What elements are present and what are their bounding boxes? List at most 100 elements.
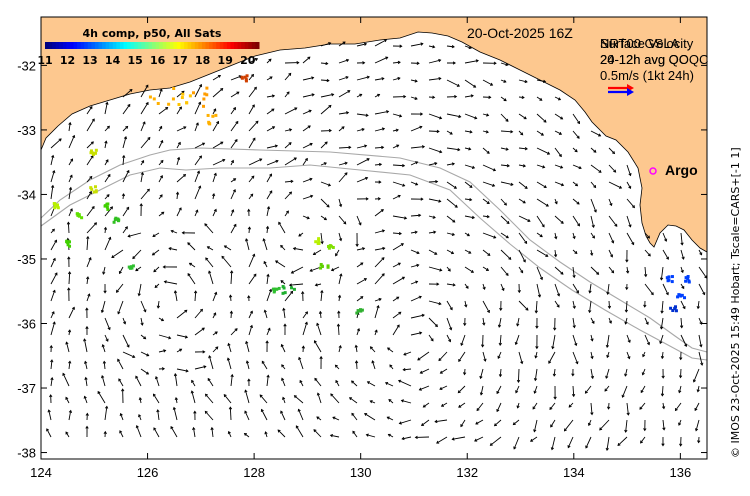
velocity-arrowhead [168, 247, 172, 251]
velocity-arrow [104, 125, 110, 132]
velocity-arrow [428, 198, 441, 202]
velocity-arrowhead [523, 116, 527, 120]
velocity-arrowhead [692, 379, 696, 383]
velocity-arrow [410, 296, 422, 302]
velocity-arrow [606, 334, 610, 348]
velocity-arrowhead [46, 428, 50, 432]
colorbar-segment [134, 42, 139, 49]
velocity-arrow [263, 238, 268, 251]
velocity-arrowhead [290, 179, 294, 184]
colorbar-segment [155, 42, 160, 49]
velocity-arrowhead [469, 130, 473, 134]
velocity-arrowhead [371, 360, 375, 364]
velocity-arrowhead [160, 159, 164, 163]
velocity-arrowhead [243, 433, 247, 436]
velocity-arrowhead [682, 306, 686, 310]
velocity-arrowhead [420, 423, 425, 426]
velocity-arrow [320, 198, 330, 208]
velocity-arrow [385, 382, 394, 387]
velocity-arrowhead [298, 356, 302, 360]
velocity-arrowhead [434, 251, 438, 255]
velocity-arrowhead [382, 246, 386, 251]
velocity-arrow [338, 76, 349, 81]
sst-pixel [244, 77, 248, 81]
velocity-arrow [374, 77, 384, 81]
velocity-arrow [170, 426, 178, 438]
velocity-arrowhead [378, 180, 382, 184]
sst-pixel [669, 306, 673, 310]
velocity-arrow [464, 181, 473, 188]
velocity-arrowhead [97, 390, 101, 395]
velocity-arrowhead [271, 94, 276, 98]
velocity-arrowhead [252, 253, 256, 257]
velocity-arrowhead [381, 273, 385, 277]
sst-pixel [327, 245, 331, 249]
velocity-arrow [680, 334, 687, 347]
sst-pixel [203, 92, 207, 96]
velocity-arrowhead [100, 309, 105, 314]
velocity-arrowhead [377, 197, 381, 201]
velocity-arrow [626, 215, 631, 227]
velocity-arrow [464, 130, 472, 133]
velocity-arrowhead [470, 269, 475, 273]
velocity-arrowhead [624, 373, 628, 377]
velocity-arrowhead [297, 408, 301, 412]
velocity-arrowhead [102, 360, 107, 364]
velocity-arrowhead [163, 280, 167, 284]
velocity-arrow [68, 307, 75, 319]
colorbar-segment [191, 42, 196, 49]
velocity-arrowhead [52, 321, 56, 325]
velocity-arrow [335, 380, 340, 387]
sst-pixel [273, 287, 277, 291]
sst-pixel [89, 186, 93, 190]
velocity-arrow [554, 164, 563, 169]
velocity-arrow [316, 323, 322, 336]
velocity-arrow [261, 409, 268, 421]
sst-pixel [192, 91, 196, 95]
velocity-arrow [402, 436, 412, 440]
velocity-arrow [661, 385, 664, 396]
velocity-arrowhead [304, 321, 308, 325]
velocity-arrowhead [290, 290, 294, 294]
velocity-arrow [608, 232, 614, 244]
velocity-arrow [152, 232, 160, 237]
velocity-arrow [428, 59, 441, 64]
sst-pixel [666, 279, 670, 283]
velocity-arrow [441, 402, 448, 407]
sst-pixel [89, 151, 93, 155]
velocity-arrowhead [397, 262, 401, 266]
velocity-arrowhead [590, 355, 594, 360]
velocity-arrowhead [608, 320, 612, 324]
velocity-arrow [50, 377, 53, 387]
sst-pixel [156, 101, 160, 105]
sst-pixel [359, 309, 363, 313]
velocity-arrow [572, 334, 577, 346]
velocity-arrowhead [534, 310, 538, 314]
velocity-arrow [65, 397, 70, 404]
velocity-arrowhead [577, 121, 580, 125]
velocity-arrow [399, 419, 412, 424]
velocity-arrow [428, 147, 442, 153]
velocity-arrow [50, 170, 55, 183]
velocity-arrow [158, 140, 163, 149]
velocity-arrowhead [277, 429, 281, 433]
velocity-arrowhead [604, 388, 608, 392]
velocity-arrow [482, 181, 495, 187]
velocity-arrowhead [233, 223, 237, 227]
colorbar-segment [109, 42, 114, 49]
velocity-arrow [572, 130, 580, 139]
velocity-arrow [500, 232, 509, 239]
velocity-arrowhead [269, 173, 273, 177]
velocity-arrowhead [646, 342, 651, 346]
velocity-arrowhead [103, 430, 107, 435]
colorbar-segment [248, 42, 253, 49]
velocity-arrow [140, 300, 146, 312]
velocity-arrowhead [576, 201, 580, 205]
velocity-arrowhead [339, 273, 343, 277]
velocity-arrowhead [206, 246, 210, 250]
velocity-arrowhead [533, 390, 537, 394]
velocity-arrowhead [151, 252, 155, 256]
velocity-arrowhead [458, 404, 462, 408]
velocity-arrow [122, 104, 131, 115]
velocity-arrowhead [387, 433, 391, 437]
